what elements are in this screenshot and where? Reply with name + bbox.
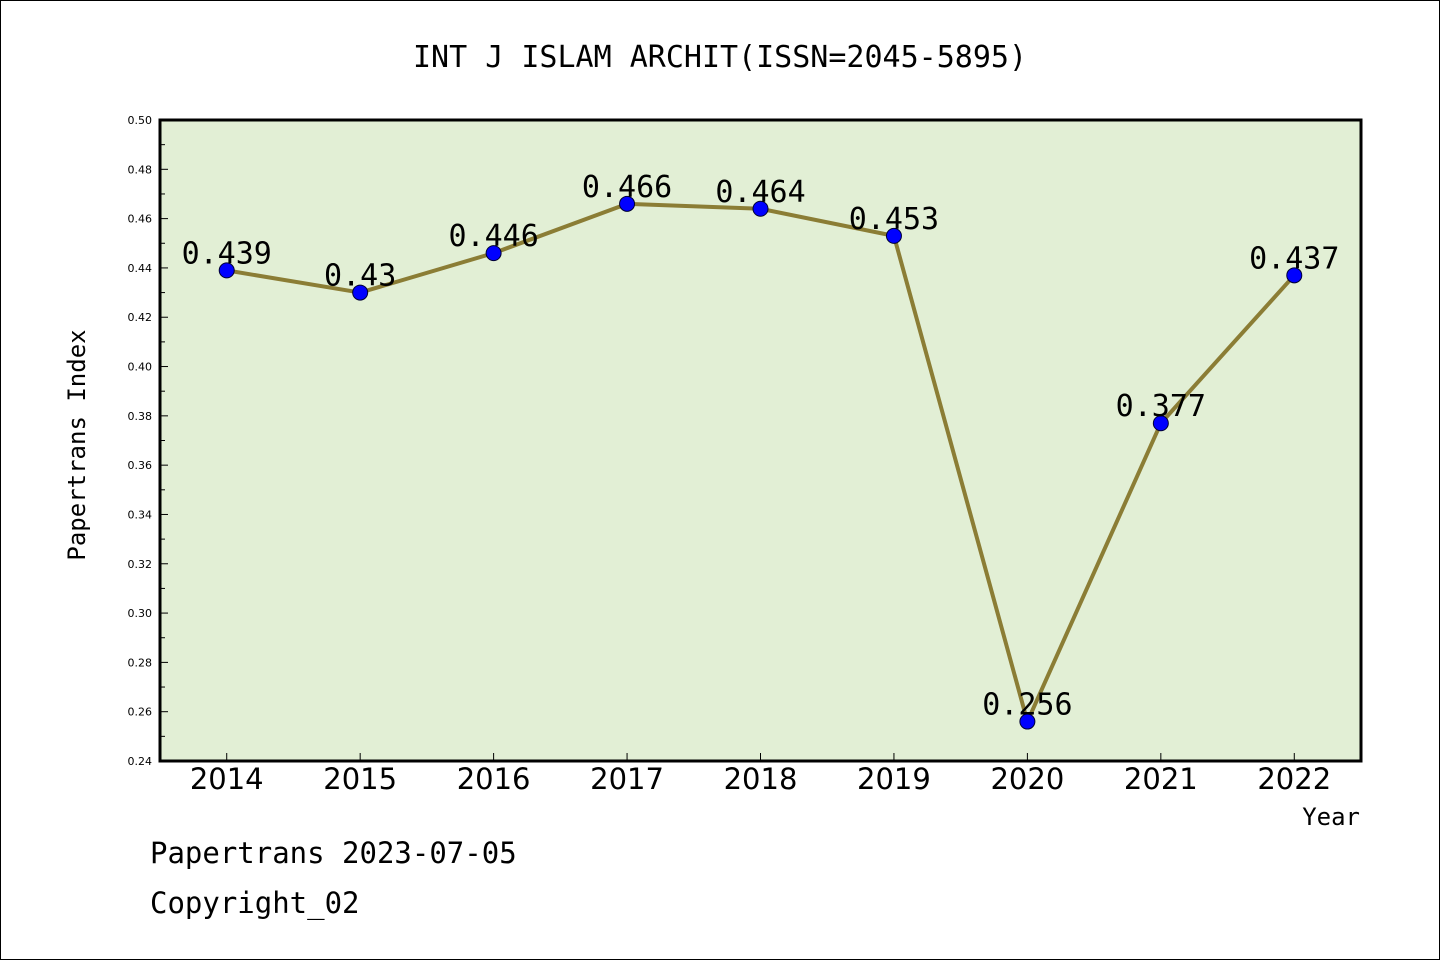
y-tick-label: 0.34 (128, 508, 153, 521)
data-label: 0.453 (849, 202, 939, 237)
data-label: 0.464 (715, 175, 805, 210)
data-point (1286, 267, 1303, 284)
y-tick-label: 0.38 (128, 410, 153, 423)
data-label: 0.43 (324, 259, 396, 294)
x-tick-label: 2020 (990, 762, 1064, 796)
x-tick-label: 2019 (857, 762, 931, 796)
x-tick-label: 2018 (724, 762, 798, 796)
x-tick-label: 2014 (190, 762, 264, 796)
y-tick-label: 0.50 (128, 114, 153, 127)
data-point (1152, 415, 1169, 432)
y-tick-label: 0.46 (128, 213, 153, 226)
y-tick-label: 0.32 (128, 558, 153, 571)
chart-title: INT J ISLAM ARCHIT(ISSN=2045-5895) (413, 40, 1027, 75)
footer-copyright: Copyright_02 (150, 886, 360, 920)
x-tick-label: 2022 (1257, 762, 1331, 796)
y-tick-label: 0.40 (128, 361, 153, 374)
data-label: 0.256 (982, 688, 1072, 723)
y-tick-label: 0.42 (128, 311, 153, 324)
x-tick-label: 2016 (457, 762, 531, 796)
y-tick-label: 0.24 (128, 755, 153, 768)
y-tick-label: 0.30 (128, 607, 153, 620)
y-tick-label: 0.28 (128, 656, 153, 669)
y-tick-label: 0.26 (128, 706, 153, 719)
y-tick-label: 0.48 (128, 163, 153, 176)
data-point (752, 200, 769, 217)
x-tick-label: 2017 (590, 762, 664, 796)
footer-date: Papertrans 2023-07-05 (150, 836, 517, 870)
data-point (1019, 713, 1036, 730)
data-point (485, 245, 502, 262)
data-point (352, 284, 369, 301)
x-tick-label: 2021 (1124, 762, 1198, 796)
plot-border (158, 118, 1363, 763)
y-tick-label: 0.44 (128, 262, 153, 275)
y-axis-label: Papertrans Index (63, 329, 91, 560)
data-point (885, 227, 902, 244)
plot-area (160, 120, 1361, 761)
data-point (619, 195, 636, 212)
data-label: 0.446 (448, 219, 538, 254)
data-point (218, 262, 235, 279)
y-tick-label: 0.36 (128, 459, 153, 472)
data-label: 0.439 (182, 236, 272, 271)
data-label: 0.437 (1249, 241, 1339, 276)
data-label: 0.466 (582, 170, 672, 205)
x-tick-label: 2015 (323, 762, 397, 796)
data-label: 0.377 (1116, 389, 1206, 424)
x-axis-label: Year (1302, 803, 1360, 831)
